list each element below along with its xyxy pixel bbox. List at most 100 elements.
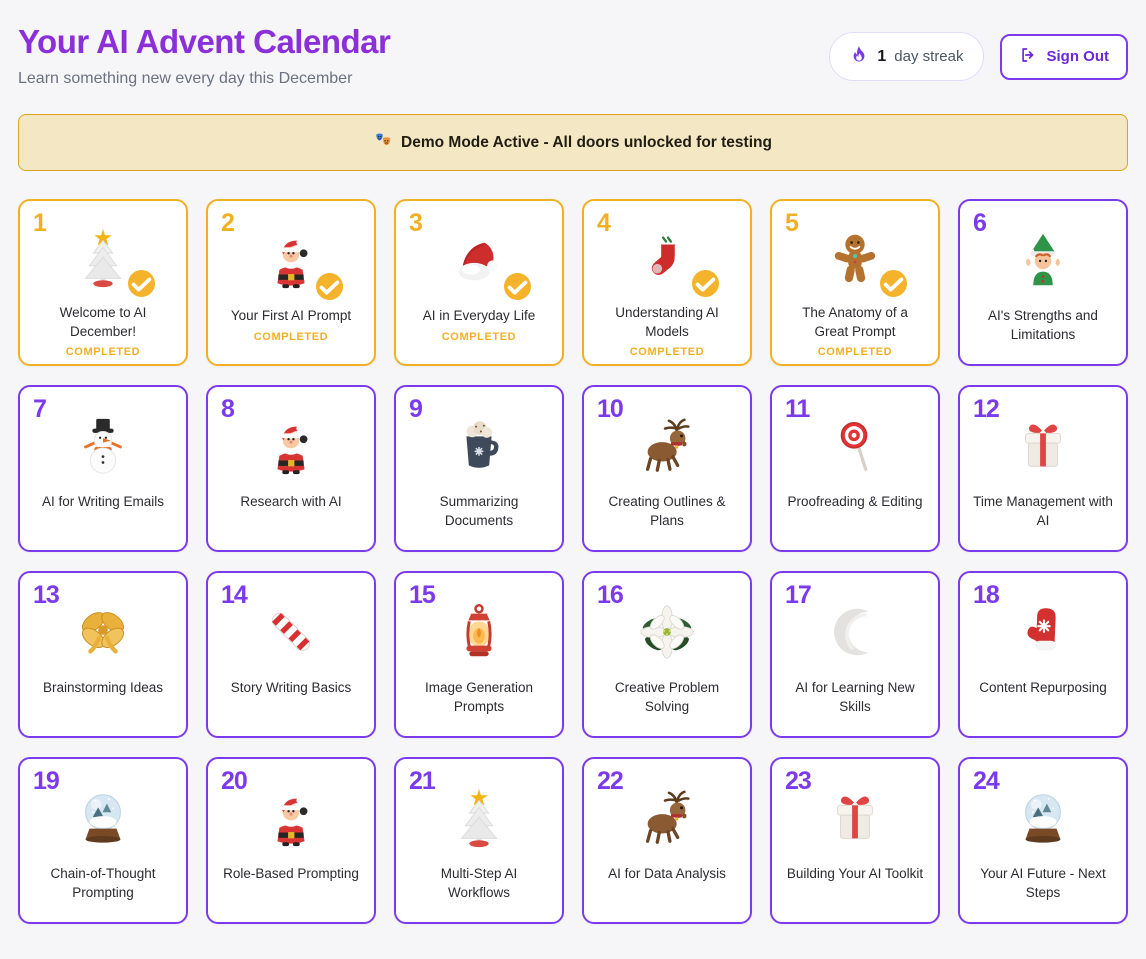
door-number: 7 bbox=[33, 395, 47, 424]
header-titles: Your AI Advent Calendar Learn something … bbox=[18, 23, 391, 88]
door-card[interactable]: 17 AI for Learning New Skills bbox=[770, 571, 940, 739]
door-icon-wrap bbox=[256, 227, 343, 301]
door-number: 15 bbox=[409, 581, 436, 610]
door-card[interactable]: 6 AI's Strengths and Limitations bbox=[958, 199, 1128, 367]
door-card[interactable]: 10 Creating Outlines & Plans bbox=[582, 385, 752, 553]
flame-icon bbox=[849, 44, 869, 69]
door-icon-wrap bbox=[632, 599, 702, 669]
door-icon-wrap bbox=[1008, 413, 1078, 483]
door-title: Creative Problem Solving bbox=[614, 680, 720, 714]
door-card[interactable]: 9 Summarizing Documents bbox=[394, 385, 564, 553]
reindeer-icon bbox=[636, 415, 698, 482]
door-title: Building Your AI Toolkit bbox=[786, 866, 924, 882]
door-status-badge: COMPLETED bbox=[65, 345, 141, 358]
door-card[interactable]: 16 Creative Problem Solving bbox=[582, 571, 752, 739]
door-card[interactable]: 5 The Anatomy of a Great Prompt COMPLETE… bbox=[770, 199, 940, 367]
door-card[interactable]: 20 Role-Based Prompting bbox=[206, 757, 376, 925]
door-title: Multi-Step AI Workflows bbox=[440, 866, 518, 900]
door-title: Chain-of-Thought Prompting bbox=[50, 866, 156, 900]
door-card[interactable]: 3 AI in Everyday Life COMPLETED bbox=[394, 199, 564, 367]
door-number: 17 bbox=[785, 581, 812, 610]
door-number: 19 bbox=[33, 767, 60, 796]
door-card[interactable]: 23 Building Your AI Toolkit bbox=[770, 757, 940, 925]
door-title: Image Generation Prompts bbox=[424, 680, 534, 714]
door-number: 14 bbox=[221, 581, 248, 610]
door-number: 4 bbox=[597, 209, 611, 238]
snowman-icon bbox=[72, 415, 134, 482]
door-card[interactable]: 11 Proofreading & Editing bbox=[770, 385, 940, 553]
door-icon-wrap bbox=[820, 599, 890, 669]
door-title: Your AI Future - Next Steps bbox=[980, 866, 1106, 900]
santa-icon bbox=[260, 787, 322, 854]
door-icon-wrap bbox=[1008, 599, 1078, 669]
door-title: Summarizing Documents bbox=[439, 494, 519, 528]
door-status-badge: COMPLETED bbox=[817, 345, 893, 358]
door-card[interactable]: 14 Story Writing Basics bbox=[206, 571, 376, 739]
door-number: 3 bbox=[409, 209, 423, 238]
door-card[interactable]: 18 Content Repurposing bbox=[958, 571, 1128, 739]
door-number: 5 bbox=[785, 209, 799, 238]
door-icon-wrap bbox=[256, 413, 326, 483]
sign-out-label: Sign Out bbox=[1046, 48, 1110, 65]
header: Your AI Advent Calendar Learn something … bbox=[18, 23, 1128, 88]
christmas-tree-icon bbox=[448, 787, 510, 854]
door-title: The Anatomy of a Great Prompt bbox=[802, 305, 908, 339]
door-card[interactable]: 21 Multi-Step AI Workflows bbox=[394, 757, 564, 925]
poinsettia-icon bbox=[636, 601, 698, 668]
demo-mode-banner: Demo Mode Active - All doors unlocked fo… bbox=[18, 114, 1128, 172]
door-title: AI for Learning New Skills bbox=[795, 680, 915, 714]
door-icon-wrap bbox=[632, 227, 719, 298]
door-card[interactable]: 24 Your AI Future - Next Steps bbox=[958, 757, 1128, 925]
door-number: 1 bbox=[33, 209, 47, 238]
completed-check-icon bbox=[128, 270, 155, 298]
door-title: Story Writing Basics bbox=[230, 680, 352, 696]
lollipop-icon bbox=[824, 415, 886, 482]
door-card[interactable]: 12 Time Management with AI bbox=[958, 385, 1128, 553]
door-card[interactable]: 13 Brainstorming Ideas bbox=[18, 571, 188, 739]
logout-icon bbox=[1019, 46, 1037, 68]
streak-badge: 1 day streak bbox=[829, 32, 984, 81]
door-card[interactable]: 4 Understanding AI Models COMPLETED bbox=[582, 199, 752, 367]
door-card[interactable]: 19 Chain-of-Thought Prompting bbox=[18, 757, 188, 925]
door-status-badge: COMPLETED bbox=[253, 330, 329, 343]
door-icon-wrap bbox=[444, 227, 531, 301]
candy-cane-icon bbox=[260, 601, 322, 668]
door-number: 13 bbox=[33, 581, 60, 610]
door-card[interactable]: 2 Your First AI Prompt COMPLETED bbox=[206, 199, 376, 367]
door-number: 23 bbox=[785, 767, 812, 796]
page-title: Your AI Advent Calendar bbox=[18, 23, 391, 60]
door-icon-wrap bbox=[68, 599, 138, 669]
door-title: Time Management with AI bbox=[973, 494, 1113, 528]
door-icon-wrap bbox=[444, 599, 514, 669]
door-icon-wrap bbox=[256, 785, 326, 855]
theater-masks-icon bbox=[374, 131, 393, 155]
door-card[interactable]: 7 AI for Writing Emails bbox=[18, 385, 188, 553]
door-number: 12 bbox=[973, 395, 1000, 424]
completed-check-icon bbox=[504, 273, 531, 301]
door-icon-wrap bbox=[820, 785, 890, 855]
door-title: Your First AI Prompt bbox=[230, 308, 352, 324]
door-card[interactable]: 22 AI for Data Analysis bbox=[582, 757, 752, 925]
door-number: 9 bbox=[409, 395, 423, 424]
door-status-badge: COMPLETED bbox=[441, 330, 517, 343]
christmas-tree-icon bbox=[72, 227, 134, 294]
door-number: 18 bbox=[973, 581, 1000, 610]
door-icon-wrap bbox=[820, 227, 907, 298]
door-number: 8 bbox=[221, 395, 235, 424]
page-subtitle: Learn something new every day this Decem… bbox=[18, 70, 353, 88]
door-status-badge: COMPLETED bbox=[629, 345, 705, 358]
door-icon-wrap bbox=[444, 785, 514, 855]
door-title: Welcome to AI December! bbox=[59, 305, 147, 339]
door-card[interactable]: 1 Welcome to AI December! COMPLETED bbox=[18, 199, 188, 367]
header-actions: 1 day streak Sign Out bbox=[829, 32, 1128, 81]
completed-check-icon bbox=[880, 270, 907, 298]
door-card[interactable]: 8 Research with AI bbox=[206, 385, 376, 553]
door-icon-wrap bbox=[632, 413, 702, 483]
door-title: AI's Strengths and Limitations bbox=[988, 308, 1098, 342]
door-icon-wrap bbox=[68, 227, 155, 298]
door-card[interactable]: 15 Image Generation Prompts bbox=[394, 571, 564, 739]
gift-icon bbox=[824, 787, 886, 854]
door-icon-wrap bbox=[68, 785, 138, 855]
completed-check-icon bbox=[316, 273, 343, 301]
sign-out-button[interactable]: Sign Out bbox=[999, 33, 1128, 80]
